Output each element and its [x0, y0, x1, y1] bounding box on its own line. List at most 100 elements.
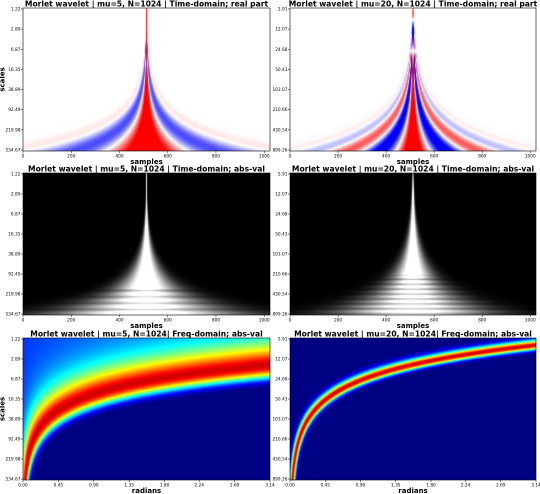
panel-real-1: Morlet wavelet | mu=5, N=1024 | Time-dom…	[0, 0, 271, 166]
y-tick-label: 6.87	[11, 377, 21, 383]
x-tick-label: 1000	[525, 154, 536, 160]
y-tick-label: 12.07	[275, 357, 288, 363]
x-axis-label: samples	[397, 158, 430, 166]
y-tick-label: 16.35	[8, 232, 21, 238]
x-axis-label: radians	[132, 487, 161, 494]
x-tick-label: 0	[289, 318, 292, 324]
x-tick-label: 1000	[525, 318, 536, 324]
y-tick-label: 430.54	[272, 127, 287, 133]
x-axis-label: radians	[398, 487, 427, 494]
y-tick-label: 534.67	[5, 477, 20, 483]
x-tick-label: 3.14	[531, 483, 540, 489]
x-axis-label: samples	[130, 322, 163, 330]
y-tick-label: 5.91	[278, 7, 288, 13]
y-tick-label: 899.26	[272, 312, 287, 318]
x-tick-label: 3.14	[265, 483, 275, 489]
y-axis-label: scales	[0, 67, 7, 91]
heatmap-image	[23, 338, 270, 480]
x-tick-label: 0	[289, 154, 292, 160]
x-tick-label: 600	[430, 154, 438, 160]
x-tick-label: 2.69	[230, 483, 240, 489]
x-tick-label: 600	[430, 318, 438, 324]
y-tick-label: 103.07	[272, 87, 287, 93]
y-tick-label: 38.89	[8, 87, 21, 93]
y-tick-label: 5.91	[278, 337, 288, 343]
plot-frame	[289, 337, 537, 481]
y-tick-label: 24.68	[275, 377, 288, 383]
x-tick-label: 0	[22, 318, 25, 324]
plot-frame	[22, 337, 271, 481]
y-tick-label: 219.98	[5, 292, 20, 298]
y-tick-label: 38.89	[8, 252, 21, 258]
y-tick-label: 38.89	[8, 417, 21, 423]
x-tick-label: 400	[382, 318, 390, 324]
heatmap-image	[290, 338, 536, 480]
x-tick-label: 600	[164, 318, 172, 324]
heatmap-image	[290, 173, 536, 315]
y-tick-label: 6.87	[11, 212, 21, 218]
x-tick-label: 800	[478, 318, 486, 324]
y-tick-label: 899.26	[272, 148, 287, 154]
y-tick-label: 1.22	[11, 337, 21, 343]
plot-frame	[22, 172, 271, 316]
x-tick-label: 800	[478, 154, 486, 160]
panel-title: Morlet wavelet | mu=5, N=1024 | Time-dom…	[25, 0, 269, 10]
y-tick-label: 219.98	[5, 457, 20, 463]
x-tick-label: 0.00	[285, 483, 295, 489]
y-tick-label: 103.07	[272, 417, 287, 423]
y-tick-label: 2.89	[11, 192, 21, 198]
heatmap-image	[23, 8, 270, 151]
y-tick-label: 50.43	[275, 67, 288, 73]
x-tick-label: 600	[164, 154, 172, 160]
x-tick-label: 200	[67, 154, 75, 160]
y-tick-label: 2.89	[11, 357, 21, 363]
x-axis-label: samples	[130, 158, 163, 166]
x-tick-label: 1.80	[426, 483, 436, 489]
panel-title: Morlet wavelet | mu=20, N=1024 | Time-do…	[289, 0, 538, 10]
x-tick-label: 200	[334, 318, 342, 324]
x-tick-label: 800	[212, 154, 220, 160]
x-tick-label: 400	[115, 154, 123, 160]
panel-real-2: Morlet wavelet | mu=20, N=1024 | Time-do…	[272, 0, 537, 166]
x-tick-label: 0.45	[54, 483, 64, 489]
y-tick-label: 92.49	[8, 272, 21, 278]
y-tick-label: 92.49	[8, 437, 21, 443]
x-tick-label: 1.35	[391, 483, 401, 489]
x-tick-label: 1000	[259, 318, 270, 324]
y-tick-label: 1.22	[11, 7, 21, 13]
x-tick-label: 0	[22, 154, 25, 160]
x-tick-label: 400	[382, 154, 390, 160]
y-tick-label: 534.67	[5, 148, 20, 154]
x-tick-label: 0.45	[320, 483, 330, 489]
y-tick-label: 899.26	[272, 477, 287, 483]
panel-freq-1: Morlet wavelet | mu=5, N=1024| Freq-doma…	[0, 330, 275, 494]
x-axis-label: samples	[397, 322, 430, 330]
y-axis-label: scales	[0, 397, 7, 421]
plot-frame	[289, 172, 537, 316]
panel-freq-2: Morlet wavelet | mu=20, N=1024| Freq-dom…	[272, 330, 540, 494]
x-tick-label: 1.35	[124, 483, 134, 489]
y-tick-label: 534.67	[5, 312, 20, 318]
y-tick-label: 92.49	[8, 107, 21, 113]
panel-title: Morlet wavelet | mu=20, N=1024| Freq-dom…	[294, 330, 532, 340]
y-tick-label: 6.87	[11, 47, 21, 53]
y-tick-label: 24.68	[275, 212, 288, 218]
y-tick-label: 210.66	[272, 107, 287, 113]
y-tick-label: 210.66	[272, 272, 287, 278]
panel-title: Morlet wavelet | mu=5, N=1024 | Time-dom…	[28, 165, 265, 175]
heatmap-image	[290, 8, 536, 151]
x-tick-label: 2.24	[461, 483, 471, 489]
y-tick-label: 50.43	[275, 232, 288, 238]
panel-title: Morlet wavelet | mu=5, N=1024| Freq-doma…	[30, 330, 262, 340]
x-tick-label: 200	[67, 318, 75, 324]
x-tick-label: 800	[212, 318, 220, 324]
plot-frame	[22, 7, 271, 152]
x-tick-label: 400	[115, 318, 123, 324]
x-tick-label: 200	[334, 154, 342, 160]
x-tick-label: 1000	[259, 154, 270, 160]
y-tick-label: 2.89	[11, 27, 21, 33]
y-tick-label: 103.07	[272, 252, 287, 258]
x-tick-label: 0.00	[18, 483, 28, 489]
y-tick-label: 430.54	[272, 457, 287, 463]
